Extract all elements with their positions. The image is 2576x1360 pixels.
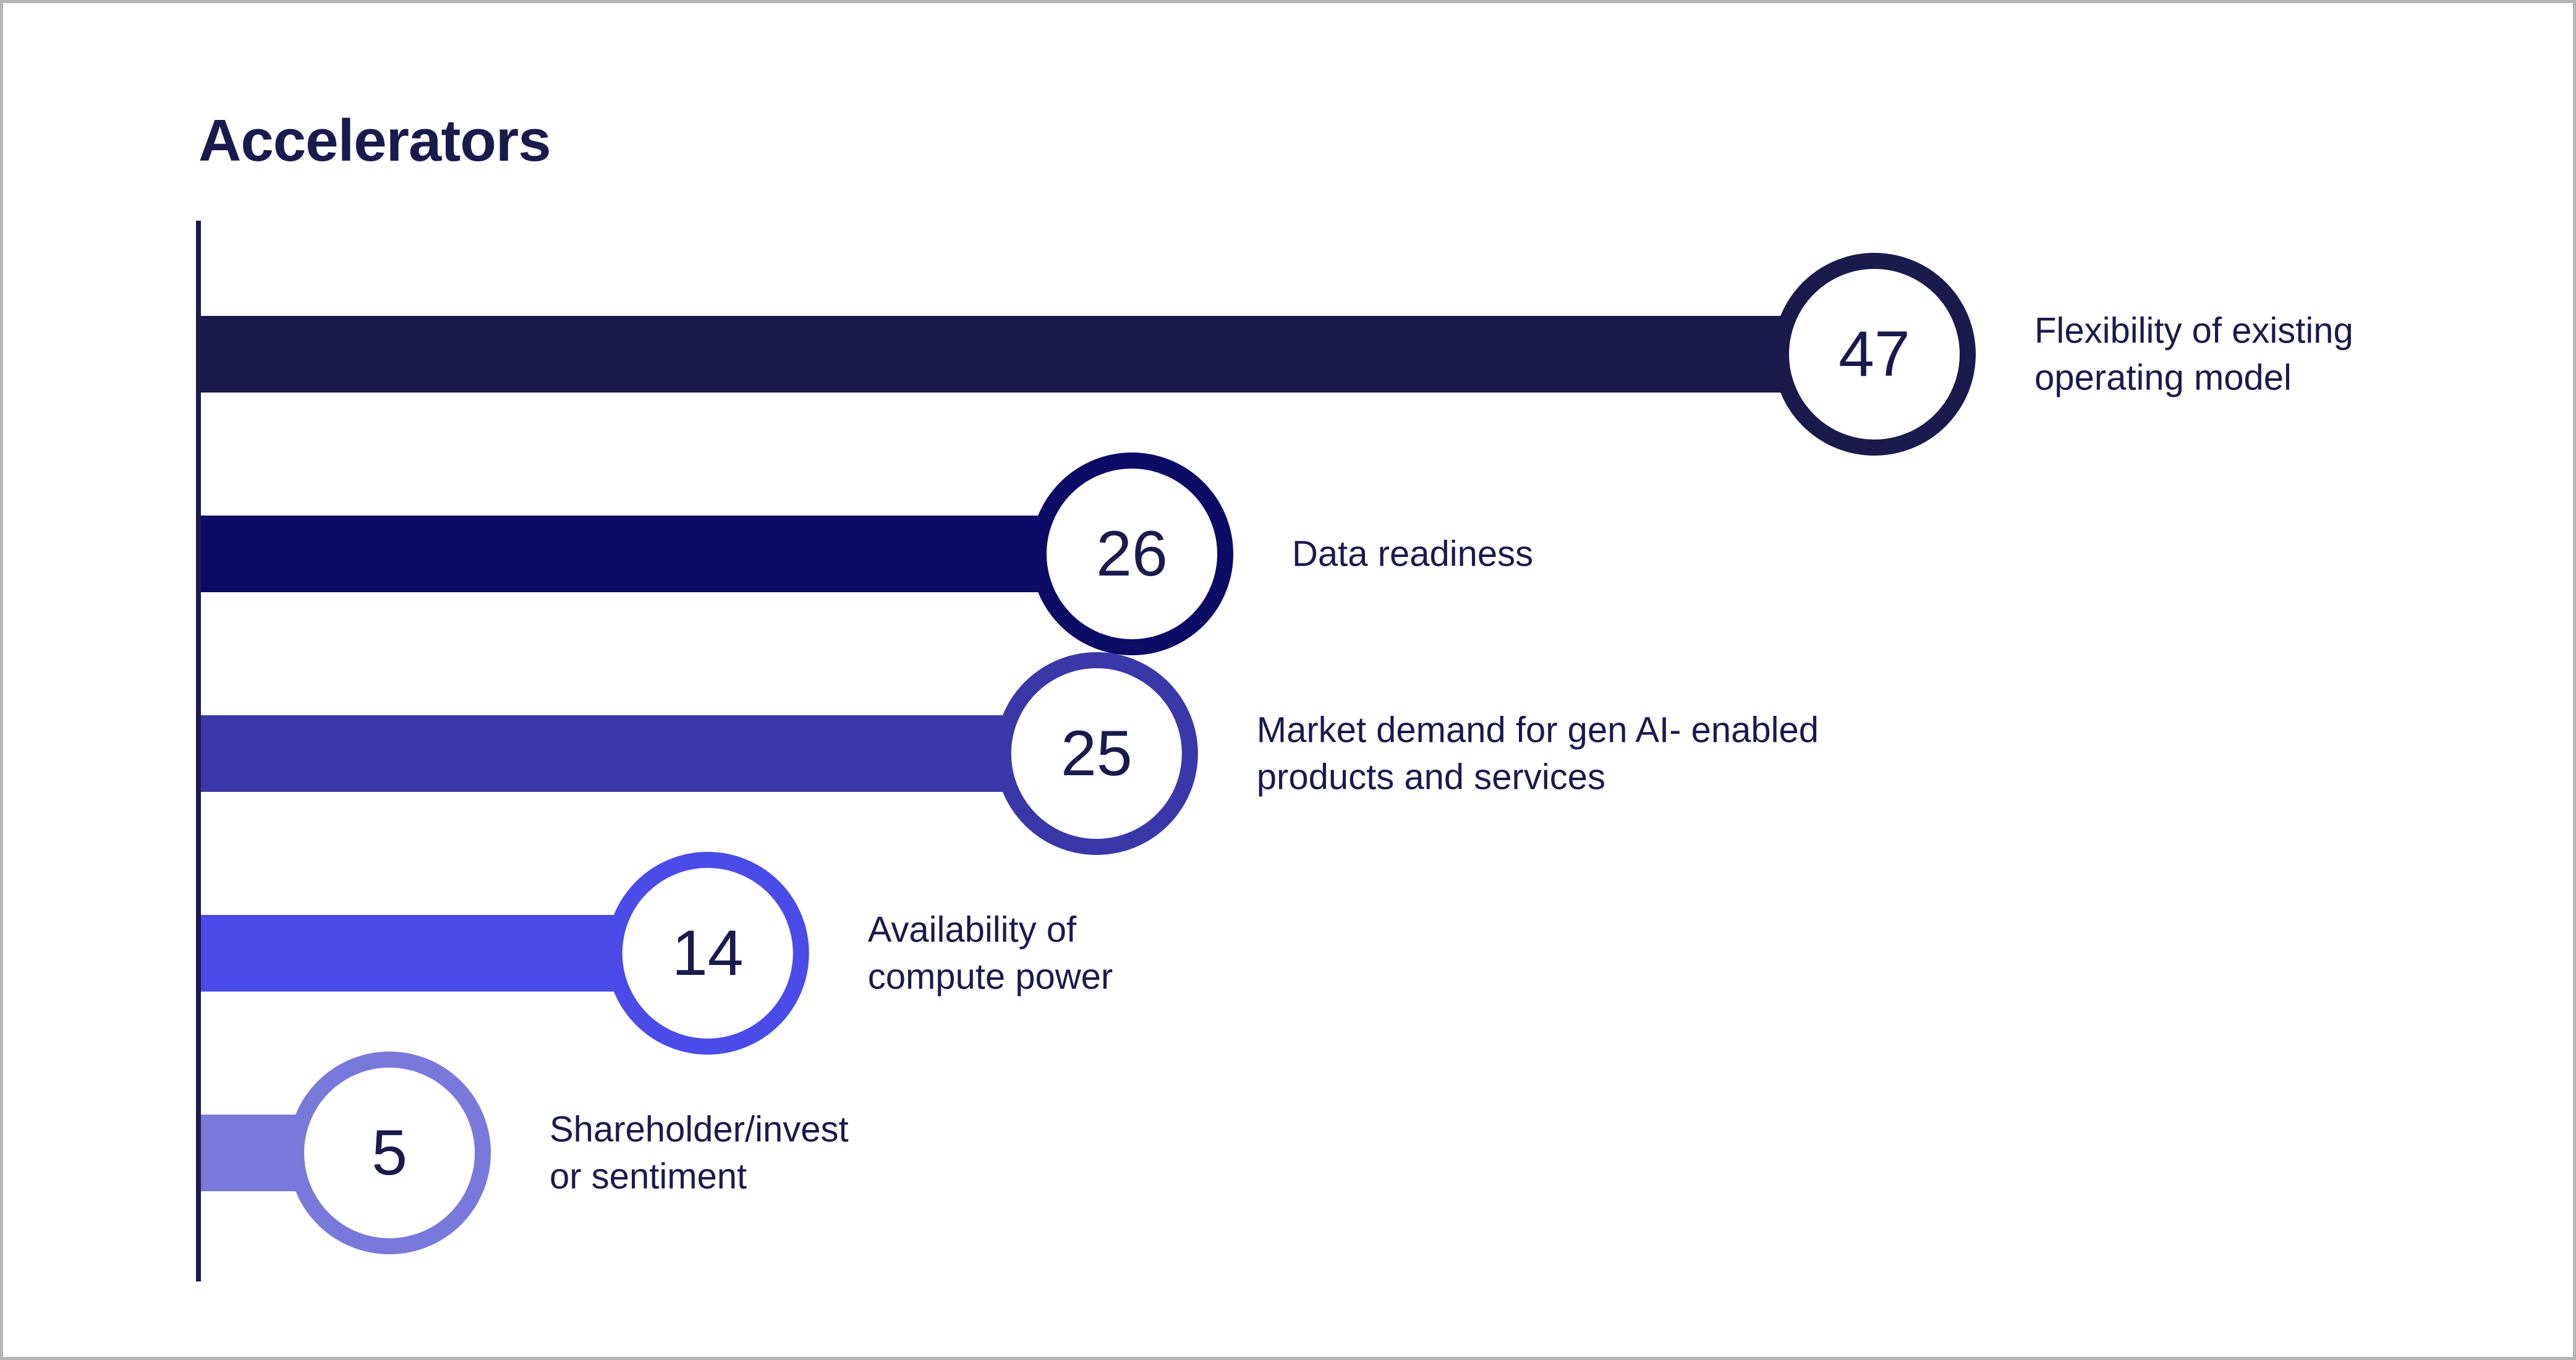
bar — [198, 316, 1874, 393]
data-label: 26 — [1096, 518, 1168, 590]
category-label: Market demand for gen AI- enabled — [1257, 710, 1819, 750]
category-label: compute power — [868, 957, 1113, 997]
category-label: Availability of — [868, 910, 1077, 950]
category-label: products and services — [1257, 757, 1605, 797]
data-label: 14 — [672, 917, 744, 989]
bar — [198, 715, 1097, 792]
bar-group: 5 Shareholder/invest or sentiment — [198, 1052, 849, 1254]
bar-group: 26 Data readiness — [198, 453, 1533, 655]
bar-chart: 47 Flexibility of existing operating model… — [196, 221, 2353, 1281]
bar — [198, 516, 1132, 592]
bar-group: 25 Market demand for gen AI- enabled produ… — [198, 652, 1819, 855]
value-circle — [288, 1052, 491, 1254]
value-circle — [1031, 453, 1233, 655]
category-label: or sentiment — [550, 1157, 747, 1197]
data-label: 47 — [1838, 318, 1910, 390]
data-label: 25 — [1061, 718, 1133, 789]
value-circle — [995, 652, 1198, 855]
data-label: 5 — [372, 1117, 407, 1189]
bar-group: 47 Flexibility of existing operating model — [198, 253, 2353, 456]
category-label: Data readiness — [1292, 534, 1533, 574]
category-label: Flexibility of existing — [2034, 311, 2353, 351]
category-label: Shareholder/invest — [550, 1110, 849, 1150]
chart-title: Accelerators — [198, 108, 551, 174]
value-circle — [1773, 253, 1976, 456]
bar-group: 14 Availability of compute power — [198, 852, 1113, 1055]
category-label: operating model — [2034, 358, 2292, 398]
value-circle — [606, 852, 809, 1055]
